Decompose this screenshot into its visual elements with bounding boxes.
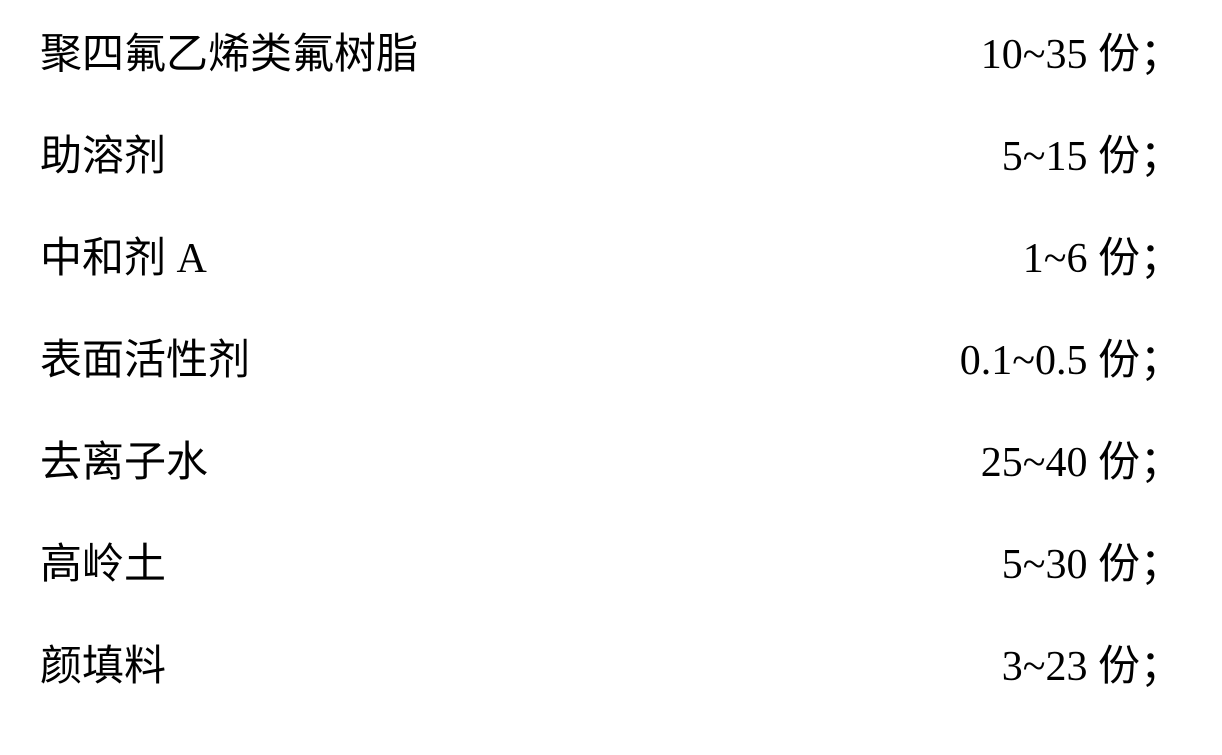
ingredient-label: 去离子水 [40,428,208,489]
ingredient-label: 高岭土 [40,530,166,591]
ingredient-label: 中和剂 A [40,224,207,285]
composition-list: 聚四氟乙烯类氟树脂 10~35 份； 助溶剂 5~15 份； 中和剂 A 1~6… [40,20,1182,734]
ingredient-label: 助溶剂 [40,122,166,183]
ingredient-label: 表面活性剂 [40,326,250,387]
ingredient-value: 5~30 份； [1002,530,1182,591]
composition-row: 高岭土 5~30 份； [40,530,1182,632]
composition-row: 中和剂 A 1~6 份； [40,224,1182,326]
ingredient-label: 聚四氟乙烯类氟树脂 [40,20,418,81]
ingredient-value: 1~6 份； [1023,224,1182,285]
ingredient-value: 5~15 份； [1002,122,1182,183]
composition-row: 去离子水 25~40 份； [40,428,1182,530]
ingredient-value: 0.1~0.5 份； [960,326,1182,387]
ingredient-value: 3~23 份； [1002,632,1182,693]
composition-row: 表面活性剂 0.1~0.5 份； [40,326,1182,428]
ingredient-value: 10~35 份； [981,20,1182,81]
composition-row: 颜填料 3~23 份； [40,632,1182,734]
ingredient-value: 25~40 份； [981,428,1182,489]
composition-row: 助溶剂 5~15 份； [40,122,1182,224]
ingredient-label: 颜填料 [40,632,166,693]
composition-row: 聚四氟乙烯类氟树脂 10~35 份； [40,20,1182,122]
